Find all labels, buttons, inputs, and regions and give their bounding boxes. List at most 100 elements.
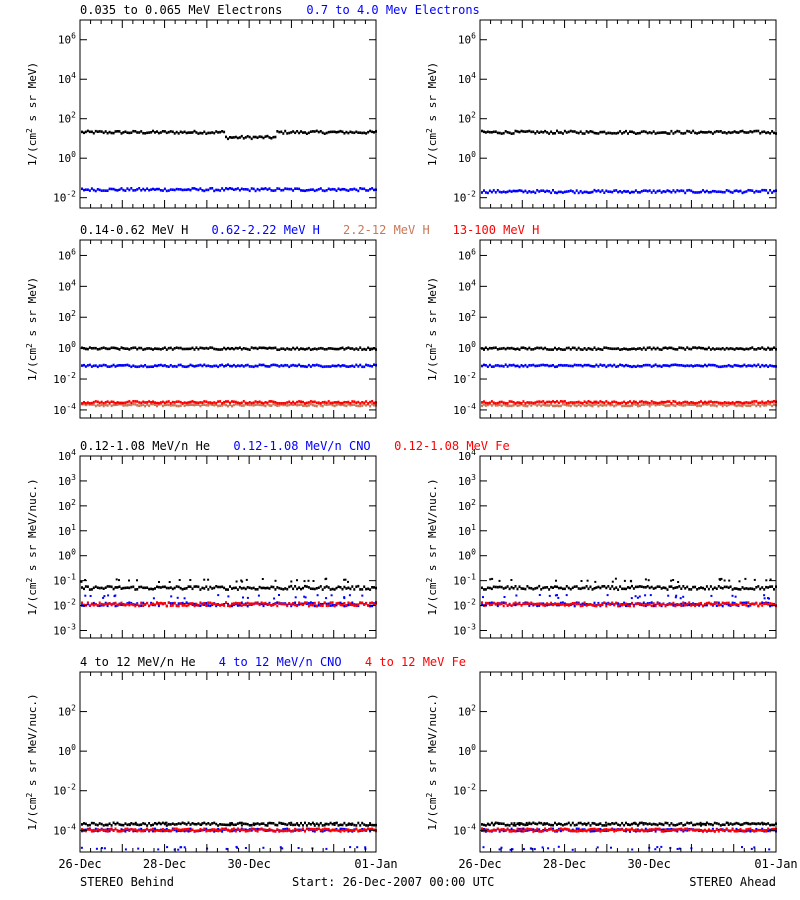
- data-point: [351, 400, 354, 403]
- data-point: [205, 364, 208, 368]
- data-point: [81, 402, 83, 405]
- data-point: [650, 400, 653, 403]
- data-point: [319, 604, 322, 607]
- data-point: [323, 829, 326, 832]
- data-point: [745, 404, 748, 407]
- data-point: [321, 604, 324, 607]
- data-point: [88, 189, 91, 192]
- data-point: [124, 822, 127, 825]
- data-point: [104, 189, 107, 192]
- data-point: [189, 585, 192, 588]
- data-point: [743, 401, 746, 405]
- data-point: [629, 348, 631, 351]
- data-point: [309, 827, 312, 831]
- data-point: [349, 403, 352, 407]
- data-point: [296, 579, 298, 582]
- y-tick-base: 10: [458, 525, 471, 538]
- data-point: [302, 364, 304, 368]
- data-point: [603, 346, 606, 349]
- data-point: [694, 604, 697, 608]
- data-point: [286, 132, 289, 135]
- data-point: [165, 189, 168, 193]
- data-point: [737, 822, 740, 825]
- data-point: [302, 603, 304, 607]
- data-point: [361, 588, 364, 591]
- data-point: [735, 189, 738, 192]
- data-point: [150, 401, 153, 404]
- data-point: [156, 404, 158, 408]
- data-point: [256, 403, 259, 406]
- data-point: [516, 827, 519, 831]
- data-points: [481, 346, 777, 408]
- data-point: [183, 401, 186, 404]
- data-point: [634, 132, 637, 135]
- data-point: [662, 823, 665, 827]
- data-point: [682, 364, 685, 367]
- data-point: [605, 602, 608, 606]
- data-point: [189, 823, 192, 826]
- data-point: [201, 603, 204, 606]
- data-point: [747, 401, 750, 405]
- data-point: [369, 588, 372, 591]
- data-point: [96, 823, 99, 827]
- data-point: [737, 400, 740, 404]
- data-point: [672, 403, 675, 407]
- data-point: [644, 603, 647, 606]
- data-point: [158, 822, 161, 825]
- data-point: [727, 601, 730, 605]
- data-point: [276, 586, 279, 589]
- data-point: [185, 188, 188, 192]
- data-point: [583, 363, 586, 367]
- data-point: [250, 587, 253, 590]
- data-point: [331, 347, 334, 350]
- data-point: [81, 828, 83, 831]
- data-point: [157, 131, 160, 135]
- data-point: [502, 604, 505, 608]
- data-point: [107, 594, 110, 597]
- data-point: [705, 403, 708, 406]
- data-point: [240, 579, 243, 582]
- data-point: [719, 603, 722, 606]
- data-point: [660, 603, 663, 606]
- data-point: [652, 828, 655, 831]
- data-point: [530, 401, 533, 404]
- data-point: [304, 584, 306, 588]
- data-point: [613, 603, 616, 607]
- data-point: [132, 346, 135, 350]
- data-point: [674, 348, 677, 351]
- y-tick-base: 10: [458, 113, 471, 126]
- data-point: [595, 400, 598, 404]
- data-point: [292, 602, 295, 605]
- data-point: [734, 595, 737, 598]
- data-point: [638, 585, 641, 588]
- data-point: [538, 828, 541, 831]
- data-point: [102, 829, 105, 832]
- y-tick-exponent: -3: [66, 622, 76, 631]
- data-point: [266, 347, 269, 350]
- data-point: [540, 130, 543, 134]
- y-tick-label: 102: [58, 498, 76, 513]
- data-point: [250, 403, 253, 407]
- data-point: [327, 400, 330, 403]
- data-point: [331, 364, 334, 367]
- data-point: [270, 189, 273, 192]
- data-point: [672, 601, 675, 605]
- data-point: [96, 586, 99, 589]
- data-point: [163, 130, 166, 133]
- data-point: [744, 577, 747, 580]
- data-point: [312, 580, 315, 582]
- y-tick-exponent: 1: [471, 523, 476, 532]
- data-point: [573, 823, 576, 827]
- data-point: [264, 601, 267, 605]
- data-point: [246, 829, 249, 833]
- data-point: [630, 580, 633, 583]
- data-point: [98, 401, 101, 405]
- data-point: [274, 135, 277, 139]
- data-point: [337, 402, 340, 406]
- data-point: [573, 829, 576, 833]
- data-point: [193, 348, 196, 351]
- data-point: [274, 189, 277, 192]
- data-point: [205, 827, 208, 831]
- data-point: [650, 347, 653, 351]
- y-tick-exponent: 2: [71, 309, 76, 318]
